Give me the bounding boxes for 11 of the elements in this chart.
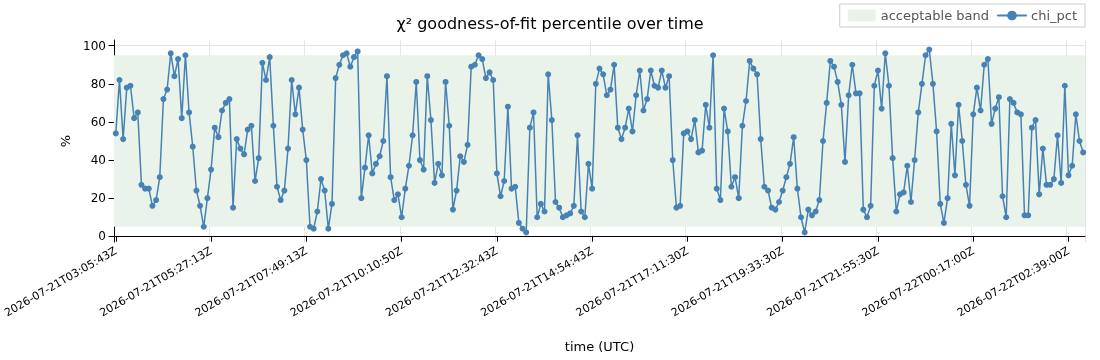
legend-label: chi_pct (1031, 8, 1077, 23)
legend-label: acceptable band (880, 8, 990, 23)
chart-title: χ² goodness-of-fit percentile over time (396, 13, 704, 33)
y-tick-label: 20 (90, 191, 106, 206)
y-tick-label: 80 (90, 76, 106, 91)
y-tick-label: 0 (98, 229, 106, 244)
y-tick-label: 60 (90, 114, 106, 129)
y-tick-label: 100 (83, 38, 106, 53)
y-tick-label: 40 (90, 153, 106, 168)
x-axis-title: time (UTC) (564, 339, 635, 354)
y-axis-title: % (58, 134, 74, 148)
